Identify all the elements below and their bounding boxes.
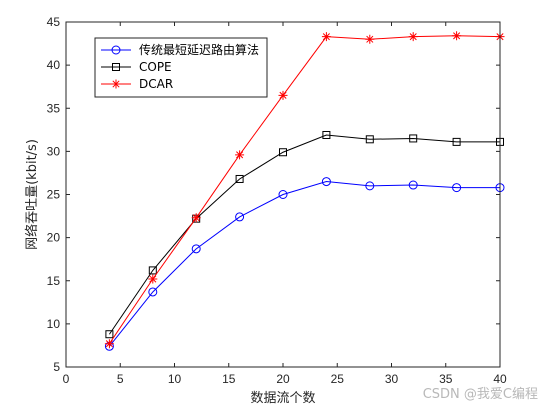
data-point: [278, 190, 288, 199]
data-point: [322, 130, 331, 139]
data-point: [235, 150, 245, 160]
data-point: [321, 32, 331, 42]
legend: 传统最短延迟路由算法 COPE DCAR: [94, 37, 268, 98]
y-tick-label: 15: [47, 274, 61, 288]
x-tick-label: 25: [331, 372, 345, 386]
data-point: [279, 148, 287, 157]
data-point: [191, 244, 201, 254]
y-tick-label: 25: [47, 188, 61, 202]
x-tick-label: 35: [439, 372, 453, 386]
data-point: [191, 213, 201, 223]
x-tick-label: 20: [276, 372, 290, 386]
watermark: CSDN @我爱C编程: [423, 387, 538, 402]
x-tick-label: 0: [63, 372, 70, 386]
x-tick-label: 10: [168, 372, 182, 386]
legend-label: DCAR: [139, 77, 173, 91]
y-tick-label: 30: [47, 144, 61, 158]
data-point: [452, 137, 461, 146]
y-tick-label: 40: [47, 58, 61, 72]
data-point: [408, 32, 418, 42]
data-point: [235, 212, 245, 222]
y-tick-label: 10: [47, 317, 61, 331]
data-point: [409, 134, 418, 143]
series-layer: [104, 31, 505, 351]
x-tick-label: 5: [117, 372, 124, 386]
series-line: [108, 134, 500, 335]
series-line: [109, 181, 500, 347]
data-point: [365, 34, 375, 44]
legend-label: 传统最短延迟路由算法: [139, 42, 259, 57]
data-point: [105, 330, 114, 339]
series-line: [108, 35, 501, 344]
data-point: [235, 174, 244, 183]
legend-label: COPE: [139, 60, 172, 74]
data-point: [408, 180, 418, 190]
x-axis-label: 数据流个数: [250, 391, 315, 406]
data-point: [148, 274, 158, 284]
y-tick-label: 35: [47, 101, 61, 115]
legend-marker: [112, 63, 120, 71]
series-0: [104, 177, 505, 351]
data-point: [452, 183, 462, 193]
data-point: [365, 135, 374, 144]
data-point: [148, 287, 158, 297]
y-tick-label: 20: [47, 231, 61, 245]
legend-marker: [111, 79, 121, 89]
legend-marker: [111, 45, 121, 55]
legend-entry: 传统最短延迟路由算法: [101, 42, 259, 57]
x-tick-label: 15: [222, 372, 236, 386]
y-axis-label: 网络吞吐量(kbit/s): [24, 139, 40, 250]
data-point: [148, 266, 157, 275]
data-point: [321, 177, 331, 187]
y-tick-label: 5: [53, 360, 60, 374]
data-point: [278, 90, 288, 100]
data-point: [365, 181, 375, 191]
x-tick-label: 30: [385, 372, 399, 386]
legend-entry: COPE: [101, 60, 172, 74]
legend-entry: DCAR: [101, 77, 173, 91]
data-point: [104, 339, 114, 349]
x-tick-label: 40: [493, 372, 507, 386]
y-tick-label: 45: [47, 15, 61, 29]
data-point: [452, 31, 462, 41]
